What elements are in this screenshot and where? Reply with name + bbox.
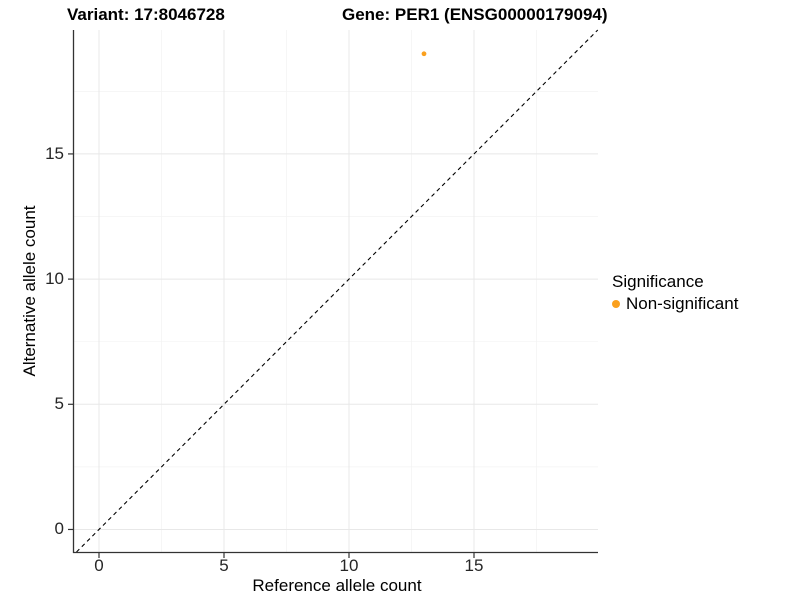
x-axis-label: Reference allele count: [252, 576, 422, 595]
x-tick-label: 0: [94, 556, 104, 575]
plot-title-gene: Gene: PER1 (ENSG00000179094): [342, 5, 608, 24]
y-tick-label: 10: [45, 269, 64, 289]
y-axis-label: Alternative allele count: [20, 205, 39, 377]
y-tick-label: 5: [54, 394, 64, 414]
x-tick-label: 15: [464, 556, 484, 575]
data-point: [421, 51, 427, 57]
legend: Significance Non-significant: [612, 272, 738, 314]
y-tick-label: 15: [45, 143, 64, 163]
legend-item-label: Non-significant: [626, 294, 739, 313]
legend-point-icon: [612, 300, 620, 308]
x-tick-label: 10: [339, 556, 359, 575]
y-tick-label: 0: [54, 519, 64, 539]
x-tick-label: 5: [219, 556, 229, 575]
legend-item: Non-significant: [612, 294, 738, 314]
plot-title-variant: Variant: 17:8046728: [67, 5, 225, 24]
legend-title: Significance: [612, 272, 704, 291]
identity-line: [76, 29, 599, 553]
